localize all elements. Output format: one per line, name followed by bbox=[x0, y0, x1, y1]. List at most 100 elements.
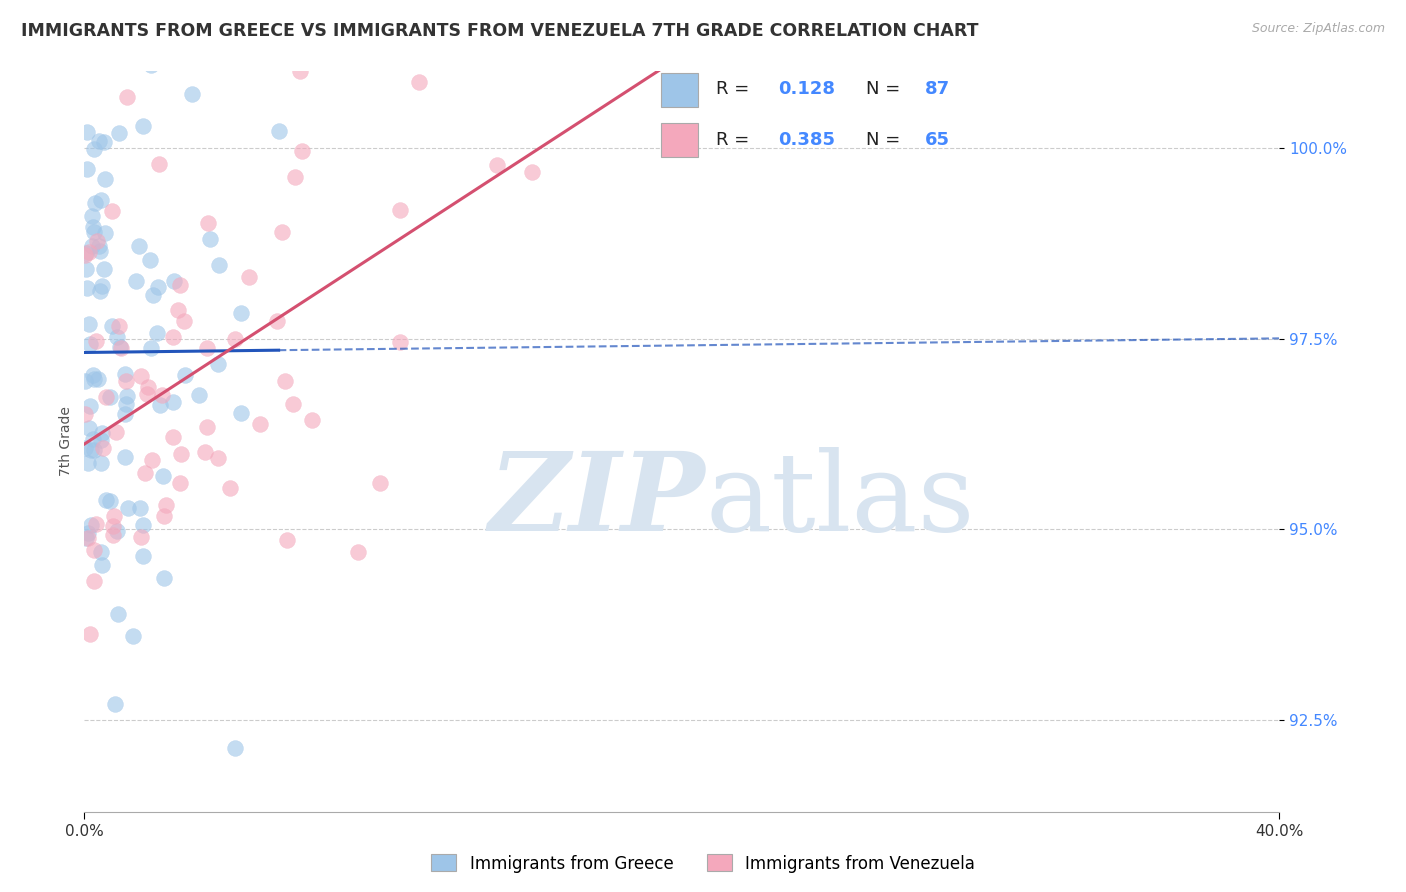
Point bbox=[90, 545, 112, 559]
Point bbox=[153, 571, 176, 585]
Point bbox=[108, 126, 131, 140]
Point bbox=[115, 90, 138, 104]
Point bbox=[105, 329, 128, 343]
Point bbox=[128, 500, 150, 515]
Point bbox=[181, 87, 204, 102]
Point bbox=[389, 202, 412, 217]
Point bbox=[141, 452, 163, 467]
Point bbox=[155, 498, 177, 512]
Point bbox=[89, 244, 111, 258]
Point bbox=[91, 558, 114, 572]
Point bbox=[208, 258, 231, 272]
Point bbox=[82, 432, 104, 446]
Point bbox=[77, 531, 100, 545]
Point bbox=[107, 607, 129, 622]
Text: IMMIGRANTS FROM GREECE VS IMMIGRANTS FROM VENEZUELA 7TH GRADE CORRELATION CHART: IMMIGRANTS FROM GREECE VS IMMIGRANTS FRO… bbox=[21, 22, 979, 40]
Point bbox=[408, 74, 430, 88]
Point bbox=[80, 210, 103, 224]
Point bbox=[195, 420, 218, 434]
Point bbox=[76, 281, 98, 295]
Point bbox=[509, 0, 531, 8]
Point bbox=[80, 442, 103, 457]
Point bbox=[79, 626, 101, 640]
Point bbox=[114, 407, 136, 421]
Point bbox=[91, 278, 114, 293]
Point bbox=[100, 318, 122, 333]
FancyBboxPatch shape bbox=[661, 123, 697, 157]
Point bbox=[101, 527, 124, 541]
Point bbox=[150, 388, 173, 402]
Point bbox=[80, 239, 103, 253]
Point bbox=[128, 239, 150, 253]
Text: ZIP: ZIP bbox=[489, 447, 706, 555]
Point bbox=[94, 172, 117, 186]
Point bbox=[288, 64, 311, 78]
Point bbox=[136, 387, 159, 401]
Point bbox=[195, 341, 218, 355]
Text: R =: R = bbox=[716, 131, 755, 149]
Point bbox=[98, 494, 121, 508]
Point bbox=[83, 142, 105, 156]
Point bbox=[90, 193, 112, 207]
Point bbox=[132, 119, 155, 133]
Point bbox=[132, 549, 155, 564]
Point bbox=[117, 500, 139, 515]
Point bbox=[83, 371, 105, 385]
Point bbox=[197, 217, 219, 231]
Point bbox=[187, 388, 209, 402]
Point bbox=[76, 161, 98, 176]
Point bbox=[368, 475, 391, 490]
Point bbox=[84, 517, 107, 532]
Point bbox=[174, 368, 197, 382]
Point bbox=[96, 493, 118, 508]
Point bbox=[207, 450, 229, 465]
Point bbox=[301, 413, 323, 427]
Point bbox=[129, 530, 152, 544]
Text: Source: ZipAtlas.com: Source: ZipAtlas.com bbox=[1251, 22, 1385, 36]
Point bbox=[148, 280, 170, 294]
Point bbox=[101, 519, 124, 533]
Point bbox=[132, 518, 155, 533]
Point bbox=[75, 246, 97, 260]
Point bbox=[129, 368, 152, 383]
Point bbox=[173, 313, 195, 327]
Point bbox=[76, 525, 98, 540]
Point bbox=[284, 170, 307, 185]
Point bbox=[249, 417, 271, 432]
Point bbox=[162, 395, 184, 409]
Point bbox=[90, 433, 112, 447]
Point bbox=[83, 574, 105, 589]
Point bbox=[76, 456, 98, 470]
Point bbox=[87, 371, 110, 385]
Point bbox=[169, 476, 191, 491]
Text: 0.385: 0.385 bbox=[779, 131, 835, 149]
Point bbox=[290, 144, 312, 158]
Point bbox=[194, 445, 217, 459]
Point bbox=[125, 274, 148, 288]
Point bbox=[79, 244, 101, 259]
Point bbox=[79, 399, 101, 413]
Point bbox=[75, 248, 97, 262]
Point bbox=[93, 261, 115, 276]
Point bbox=[89, 134, 111, 148]
Point bbox=[82, 368, 104, 382]
Point bbox=[115, 389, 138, 403]
Point bbox=[163, 274, 186, 288]
Point bbox=[103, 508, 125, 523]
Point bbox=[142, 288, 165, 302]
Point bbox=[80, 518, 103, 533]
Text: 87: 87 bbox=[925, 80, 949, 98]
Point bbox=[347, 545, 370, 559]
Point bbox=[100, 203, 122, 218]
Point bbox=[115, 397, 138, 411]
Point bbox=[83, 543, 105, 558]
Point bbox=[76, 125, 98, 139]
Point bbox=[76, 262, 98, 277]
Point bbox=[114, 450, 136, 465]
Text: N =: N = bbox=[866, 131, 905, 149]
Point bbox=[108, 340, 131, 354]
Point bbox=[139, 58, 162, 72]
Legend: Immigrants from Greece, Immigrants from Venezuela: Immigrants from Greece, Immigrants from … bbox=[425, 847, 981, 880]
Point bbox=[108, 318, 131, 333]
Point bbox=[231, 306, 253, 320]
